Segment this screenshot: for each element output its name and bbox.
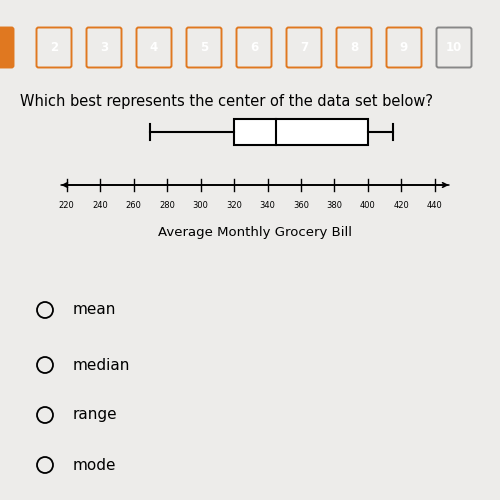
Bar	[234, 118, 368, 145]
Text: median: median	[72, 358, 130, 372]
Text: 4: 4	[150, 41, 158, 54]
Text: 220: 220	[59, 201, 74, 210]
Text: 5: 5	[200, 41, 208, 54]
Text: 400: 400	[360, 201, 376, 210]
Text: 340: 340	[260, 201, 276, 210]
Text: 300: 300	[192, 201, 208, 210]
Text: 440: 440	[427, 201, 443, 210]
Text: 8: 8	[350, 41, 358, 54]
Text: 280: 280	[159, 201, 175, 210]
Text: 7: 7	[300, 41, 308, 54]
Text: Average Monthly Grocery Bill: Average Monthly Grocery Bill	[158, 226, 352, 239]
Text: 420: 420	[394, 201, 409, 210]
FancyBboxPatch shape	[0, 28, 14, 68]
Text: 2: 2	[50, 41, 58, 54]
Text: mean: mean	[72, 302, 116, 318]
Text: 3: 3	[100, 41, 108, 54]
Text: mode: mode	[72, 458, 116, 472]
Text: 380: 380	[326, 201, 342, 210]
Text: 260: 260	[126, 201, 142, 210]
Text: 240: 240	[92, 201, 108, 210]
Text: range: range	[72, 408, 117, 422]
Text: 360: 360	[293, 201, 309, 210]
Text: 10: 10	[446, 41, 462, 54]
Text: Which best represents the center of the data set below?: Which best represents the center of the …	[20, 94, 433, 109]
Text: 6: 6	[250, 41, 258, 54]
Text: 9: 9	[400, 41, 408, 54]
Text: 320: 320	[226, 201, 242, 210]
